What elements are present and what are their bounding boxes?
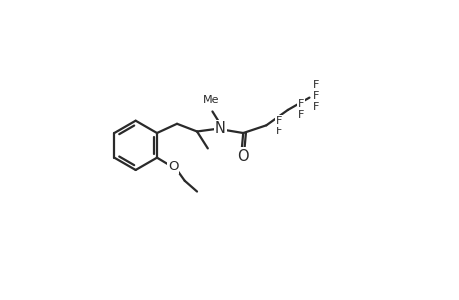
- Text: F: F: [313, 102, 319, 112]
- Text: O: O: [168, 160, 178, 173]
- Text: F: F: [297, 99, 303, 109]
- Text: F: F: [276, 127, 282, 136]
- Text: N: N: [214, 121, 225, 136]
- Text: F: F: [313, 80, 319, 90]
- Text: F: F: [276, 116, 282, 126]
- Text: Me: Me: [202, 95, 218, 105]
- Text: F: F: [297, 110, 303, 119]
- Text: F: F: [313, 91, 319, 101]
- Text: O: O: [236, 148, 248, 164]
